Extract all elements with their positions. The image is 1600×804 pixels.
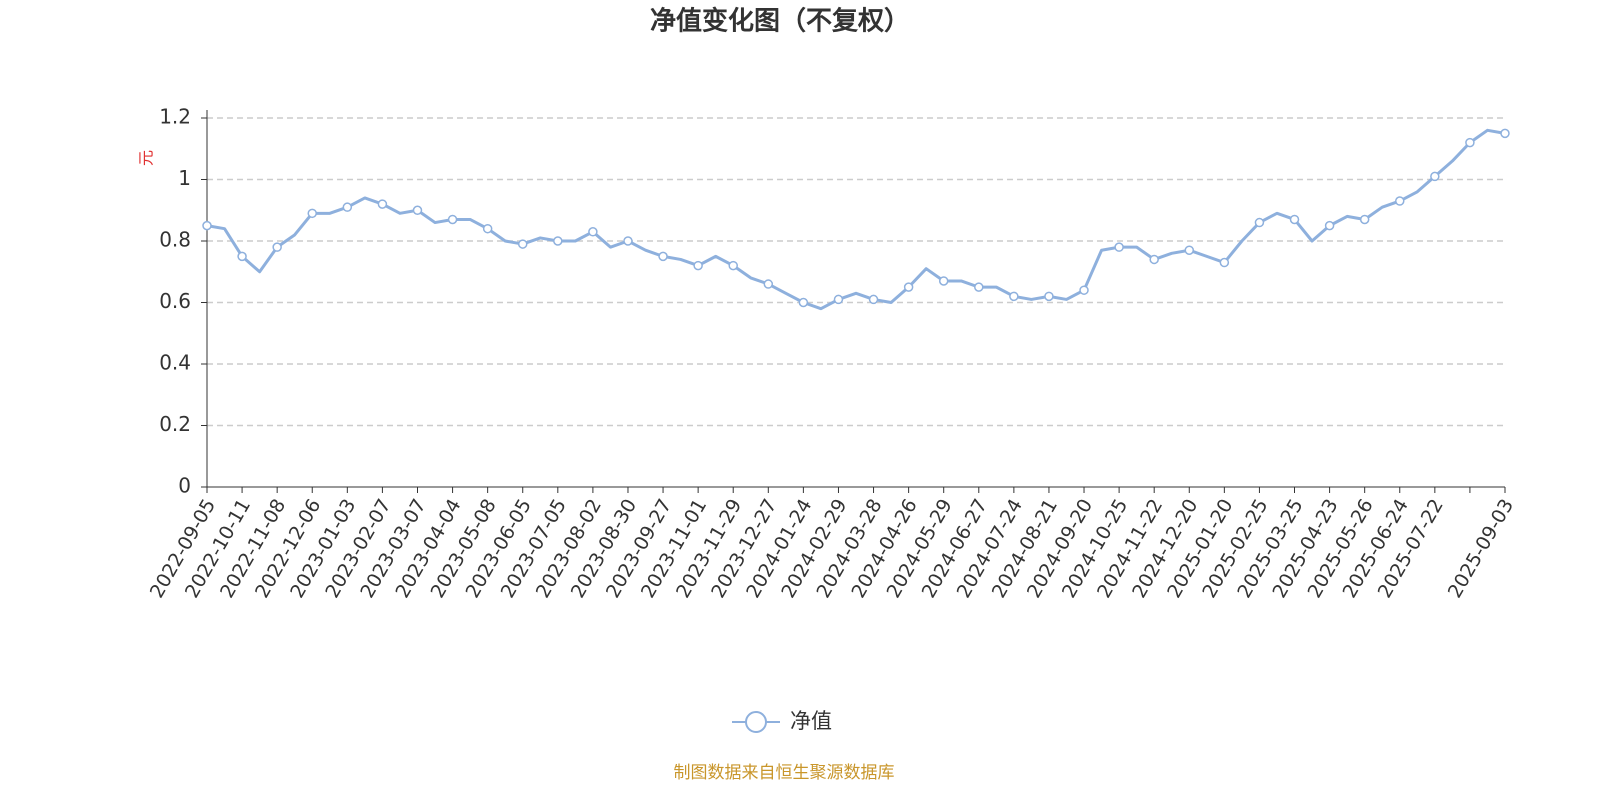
y-tick-label: 0.6 — [159, 289, 191, 313]
legend-marker — [745, 711, 767, 733]
data-point — [377, 199, 388, 209]
data-point — [938, 276, 949, 286]
y-tick-label: 0.8 — [159, 228, 191, 252]
chart-title: 净值变化图（不复权） — [650, 6, 910, 37]
source-note: 制图数据来自恒生聚源数据库 — [674, 763, 895, 783]
data-point — [202, 220, 212, 231]
data-point — [1254, 217, 1265, 228]
data-point — [447, 214, 458, 225]
data-point — [1430, 171, 1440, 182]
x-tick-label: 2025-09-03 — [1444, 495, 1518, 602]
data-point — [1114, 242, 1124, 252]
data-point — [903, 282, 914, 292]
data-point — [763, 279, 774, 289]
data-point — [1395, 196, 1405, 206]
data-point — [1149, 254, 1159, 265]
data-point — [658, 251, 668, 262]
y-tick-label: 1.2 — [159, 105, 191, 129]
data-point — [482, 223, 493, 234]
data-point — [588, 227, 598, 237]
data-point — [517, 239, 528, 249]
series-line — [206, 128, 1506, 311]
y-tick-label: 0.4 — [159, 351, 191, 375]
legend-label: 净值 — [790, 709, 832, 733]
data-point — [974, 282, 984, 292]
data-point — [728, 260, 738, 271]
data-point — [237, 251, 247, 262]
y-axis-label: 元 — [137, 150, 156, 166]
data-point — [1009, 291, 1019, 302]
data-point — [868, 294, 879, 305]
data-point — [1079, 285, 1089, 295]
data-point — [1465, 137, 1475, 148]
data-point — [412, 205, 423, 215]
data-point — [693, 260, 703, 271]
data-point — [798, 297, 809, 308]
data-point — [1500, 128, 1510, 139]
data-point — [272, 242, 282, 252]
data-point — [1044, 291, 1054, 302]
data-point — [553, 236, 563, 246]
data-point — [1219, 257, 1230, 268]
data-point — [623, 236, 633, 246]
data-point — [307, 208, 317, 219]
data-point — [833, 294, 844, 305]
data-point — [342, 202, 353, 212]
data-point — [1289, 214, 1300, 225]
y-tick-label: 0.2 — [159, 412, 191, 436]
data-point — [1324, 220, 1335, 231]
data-point — [1359, 214, 1370, 225]
y-tick-label: 0 — [178, 474, 191, 498]
data-point — [1184, 245, 1195, 255]
y-tick-label: 1 — [178, 166, 191, 190]
